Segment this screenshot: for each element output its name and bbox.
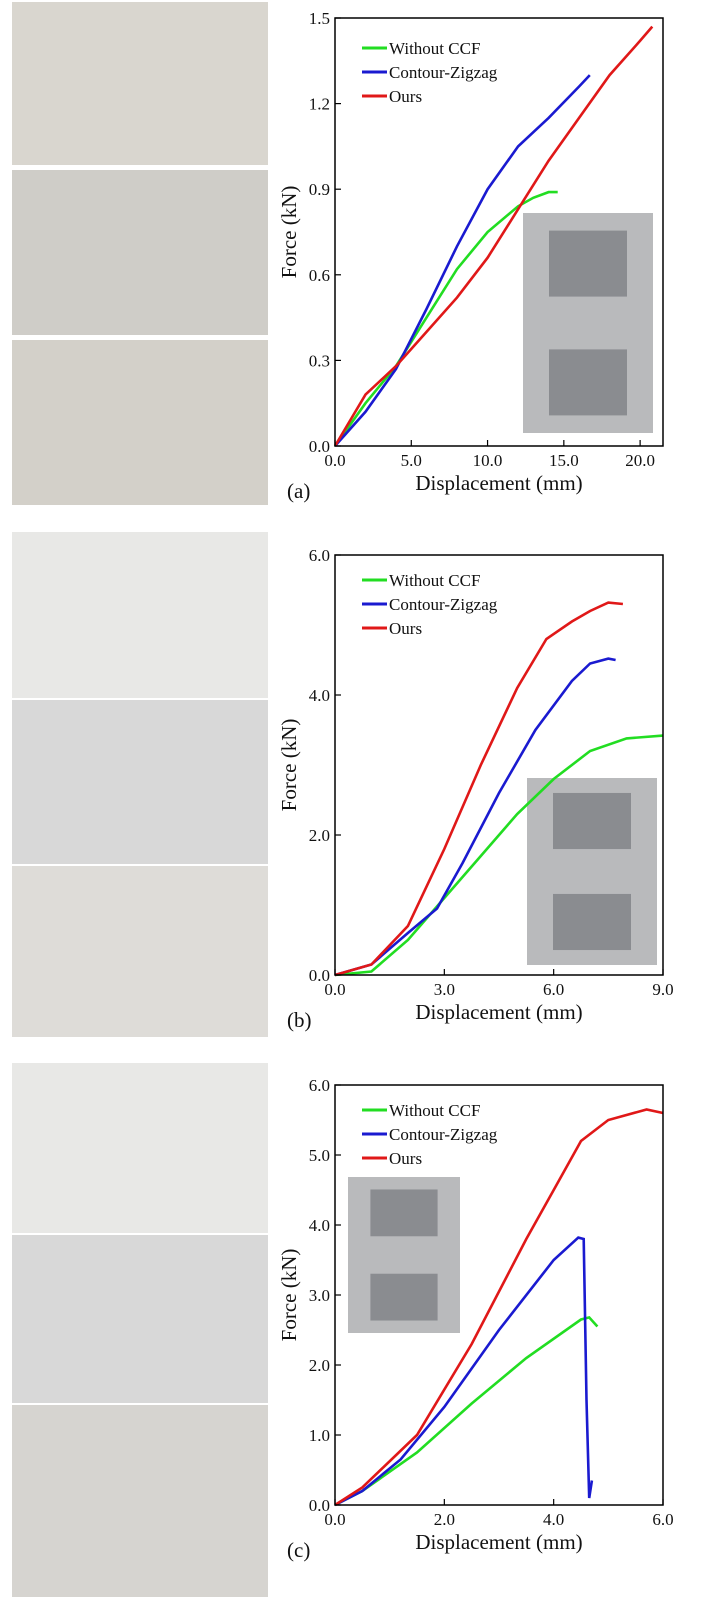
y-tick-label: 3.0	[309, 1286, 330, 1305]
inset-photo-part	[553, 894, 631, 950]
legend-label: Ours	[389, 619, 422, 638]
legend-label: Ours	[389, 87, 422, 106]
photos	[12, 2, 268, 1597]
y-tick-label: 4.0	[309, 1216, 330, 1235]
x-tick-label: 15.0	[549, 451, 579, 470]
x-tick-label: 0.0	[324, 451, 345, 470]
x-tick-label: 5.0	[401, 451, 422, 470]
x-tick-label: 4.0	[543, 1510, 564, 1529]
y-tick-label: 4.0	[309, 686, 330, 705]
photo	[12, 340, 268, 505]
photo	[12, 2, 268, 165]
photo	[12, 700, 268, 864]
x-tick-label: 0.0	[324, 980, 345, 999]
figure: 0.0 0.3 0.6 0.9 1.2 1.5 0.0 5.0 10.0 15.0 20.0 Disp…	[0, 0, 713, 1609]
y-axis-label: Force (kN)	[277, 719, 301, 812]
y-axis-label: Force (kN)	[277, 186, 301, 279]
legend-label: Without CCF	[389, 571, 480, 590]
y-tick-label: 2.0	[309, 826, 330, 845]
x-tick-label: 6.0	[543, 980, 564, 999]
x-axis-label: Displacement (mm)	[415, 1000, 582, 1024]
inset-photo-part	[549, 231, 627, 297]
legend-label: Ours	[389, 1149, 422, 1168]
legend-label: Contour-Zigzag	[389, 1125, 498, 1144]
y-tick-label: 5.0	[309, 1146, 330, 1165]
panel-label: (a)	[287, 479, 310, 503]
photo	[12, 1235, 268, 1403]
y-tick-label: 0.9	[309, 180, 330, 199]
legend-label: Without CCF	[389, 1101, 480, 1120]
panel-label: (b)	[287, 1008, 312, 1032]
x-tick-label: 2.0	[434, 1510, 455, 1529]
y-tick-label: 2.0	[309, 1356, 330, 1375]
legend-label: Contour-Zigzag	[389, 595, 498, 614]
x-tick-label: 3.0	[434, 980, 455, 999]
y-tick-label: 1.5	[309, 9, 330, 28]
panel-label: (c)	[287, 1538, 310, 1562]
y-tick-label: 0.6	[309, 266, 330, 285]
photo	[12, 170, 268, 335]
y-tick-label: 6.0	[309, 546, 330, 565]
x-tick-label: 0.0	[324, 1510, 345, 1529]
y-tick-label: 0.3	[309, 351, 330, 370]
inset-photo-part	[370, 1274, 437, 1321]
photo	[12, 532, 268, 698]
photo	[12, 866, 268, 1037]
inset-photo-part	[553, 793, 631, 849]
x-tick-label: 6.0	[652, 1510, 673, 1529]
y-tick-label: 1.0	[309, 1426, 330, 1445]
x-tick-label: 10.0	[473, 451, 503, 470]
legend-label: Contour-Zigzag	[389, 63, 498, 82]
x-axis-label: Displacement (mm)	[415, 1530, 582, 1554]
y-tick-label: 1.2	[309, 95, 330, 114]
legend-label: Without CCF	[389, 39, 480, 58]
y-axis-label: Force (kN)	[277, 1249, 301, 1342]
x-axis-label: Displacement (mm)	[415, 471, 582, 495]
x-tick-label: 20.0	[625, 451, 655, 470]
photo	[12, 1405, 268, 1597]
inset-photo-part	[549, 349, 627, 415]
y-tick-label: 6.0	[309, 1076, 330, 1095]
photo	[12, 1063, 268, 1233]
x-tick-label: 9.0	[652, 980, 673, 999]
inset-photo-part	[370, 1189, 437, 1236]
